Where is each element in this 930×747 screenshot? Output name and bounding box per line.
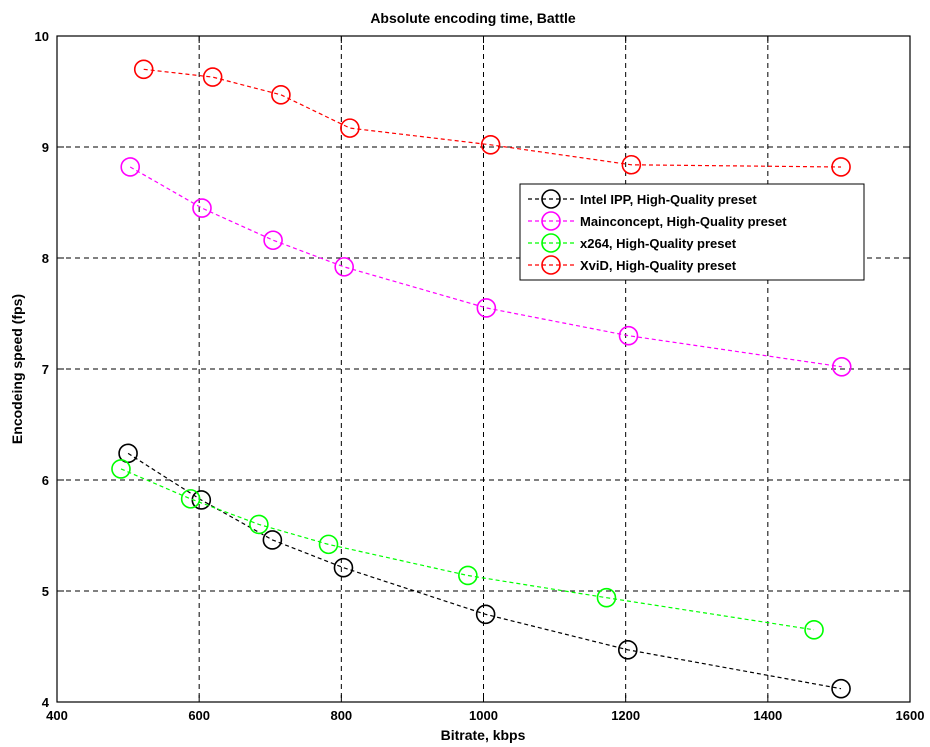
y-tick-label: 4: [42, 695, 50, 710]
x-tick-label: 1000: [469, 708, 498, 723]
legend-marker: [541, 189, 561, 209]
y-tick-label: 8: [42, 251, 49, 266]
y-tick-label: 7: [42, 362, 49, 377]
data-point: [617, 640, 638, 660]
data-point: [318, 534, 339, 555]
y-tick-label: 10: [35, 29, 49, 44]
data-point: [262, 530, 283, 550]
y-tick-label: 6: [42, 473, 49, 488]
data-point: [831, 356, 852, 377]
legend-label: x264, High-Quality preset: [580, 236, 737, 251]
chart-title: Absolute encoding time, Battle: [370, 10, 576, 26]
data-point: [249, 514, 269, 535]
data-point: [475, 604, 496, 625]
legend-marker: [541, 233, 561, 253]
x-tick-label: 1400: [753, 708, 782, 723]
data-point: [458, 565, 478, 586]
y-tick-label: 5: [42, 584, 49, 599]
legend-label: XviD, High-Quality preset: [580, 258, 737, 273]
series-1: [120, 157, 852, 377]
x-axis-title: Bitrate, kbps: [441, 727, 526, 743]
y-axis-title: Encodeing speed (fps): [9, 294, 25, 444]
x-tick-label: 600: [188, 708, 210, 723]
series-0: [118, 443, 851, 699]
data-point: [340, 118, 360, 138]
data-point: [263, 230, 283, 251]
data-point: [480, 134, 501, 155]
data-point: [111, 459, 131, 479]
legend-box: [519, 183, 865, 281]
series-line: [120, 468, 815, 631]
data-point: [202, 67, 223, 87]
data-point: [120, 157, 141, 177]
data-point: [596, 587, 617, 608]
grid: [57, 36, 910, 702]
data-point: [333, 557, 354, 578]
legend-marker: [541, 255, 561, 275]
legend-label: Intel IPP, High-Quality preset: [580, 192, 757, 207]
series-layer: [111, 59, 852, 699]
data-point: [621, 154, 642, 175]
y-tick-label: 9: [42, 140, 49, 155]
series-3: [133, 59, 851, 177]
x-tick-label: 1600: [896, 708, 925, 723]
series-2: [111, 459, 824, 640]
axis-ticks: 400 600 800 1000 1200 1400 1600 4 5 6 7 8 9 10: [35, 29, 925, 723]
x-tick-label: 1200: [611, 708, 640, 723]
data-point: [271, 85, 291, 105]
data-point: [831, 678, 851, 699]
data-point: [180, 489, 201, 509]
legend-label: Mainconcept, High-Quality preset: [580, 214, 787, 229]
data-point: [476, 298, 497, 318]
x-tick-label: 400: [46, 708, 68, 723]
data-point: [831, 157, 851, 177]
data-point: [192, 198, 212, 218]
data-point: [804, 620, 824, 640]
series-line: [143, 68, 842, 168]
data-point: [618, 325, 639, 346]
x-tick-label: 800: [330, 708, 352, 723]
series-line: [127, 452, 842, 690]
data-point: [133, 59, 154, 80]
data-point: [334, 257, 354, 277]
legend: Intel IPP, High-Quality preset Mainconcep…: [519, 183, 865, 281]
legend-marker: [541, 211, 561, 231]
